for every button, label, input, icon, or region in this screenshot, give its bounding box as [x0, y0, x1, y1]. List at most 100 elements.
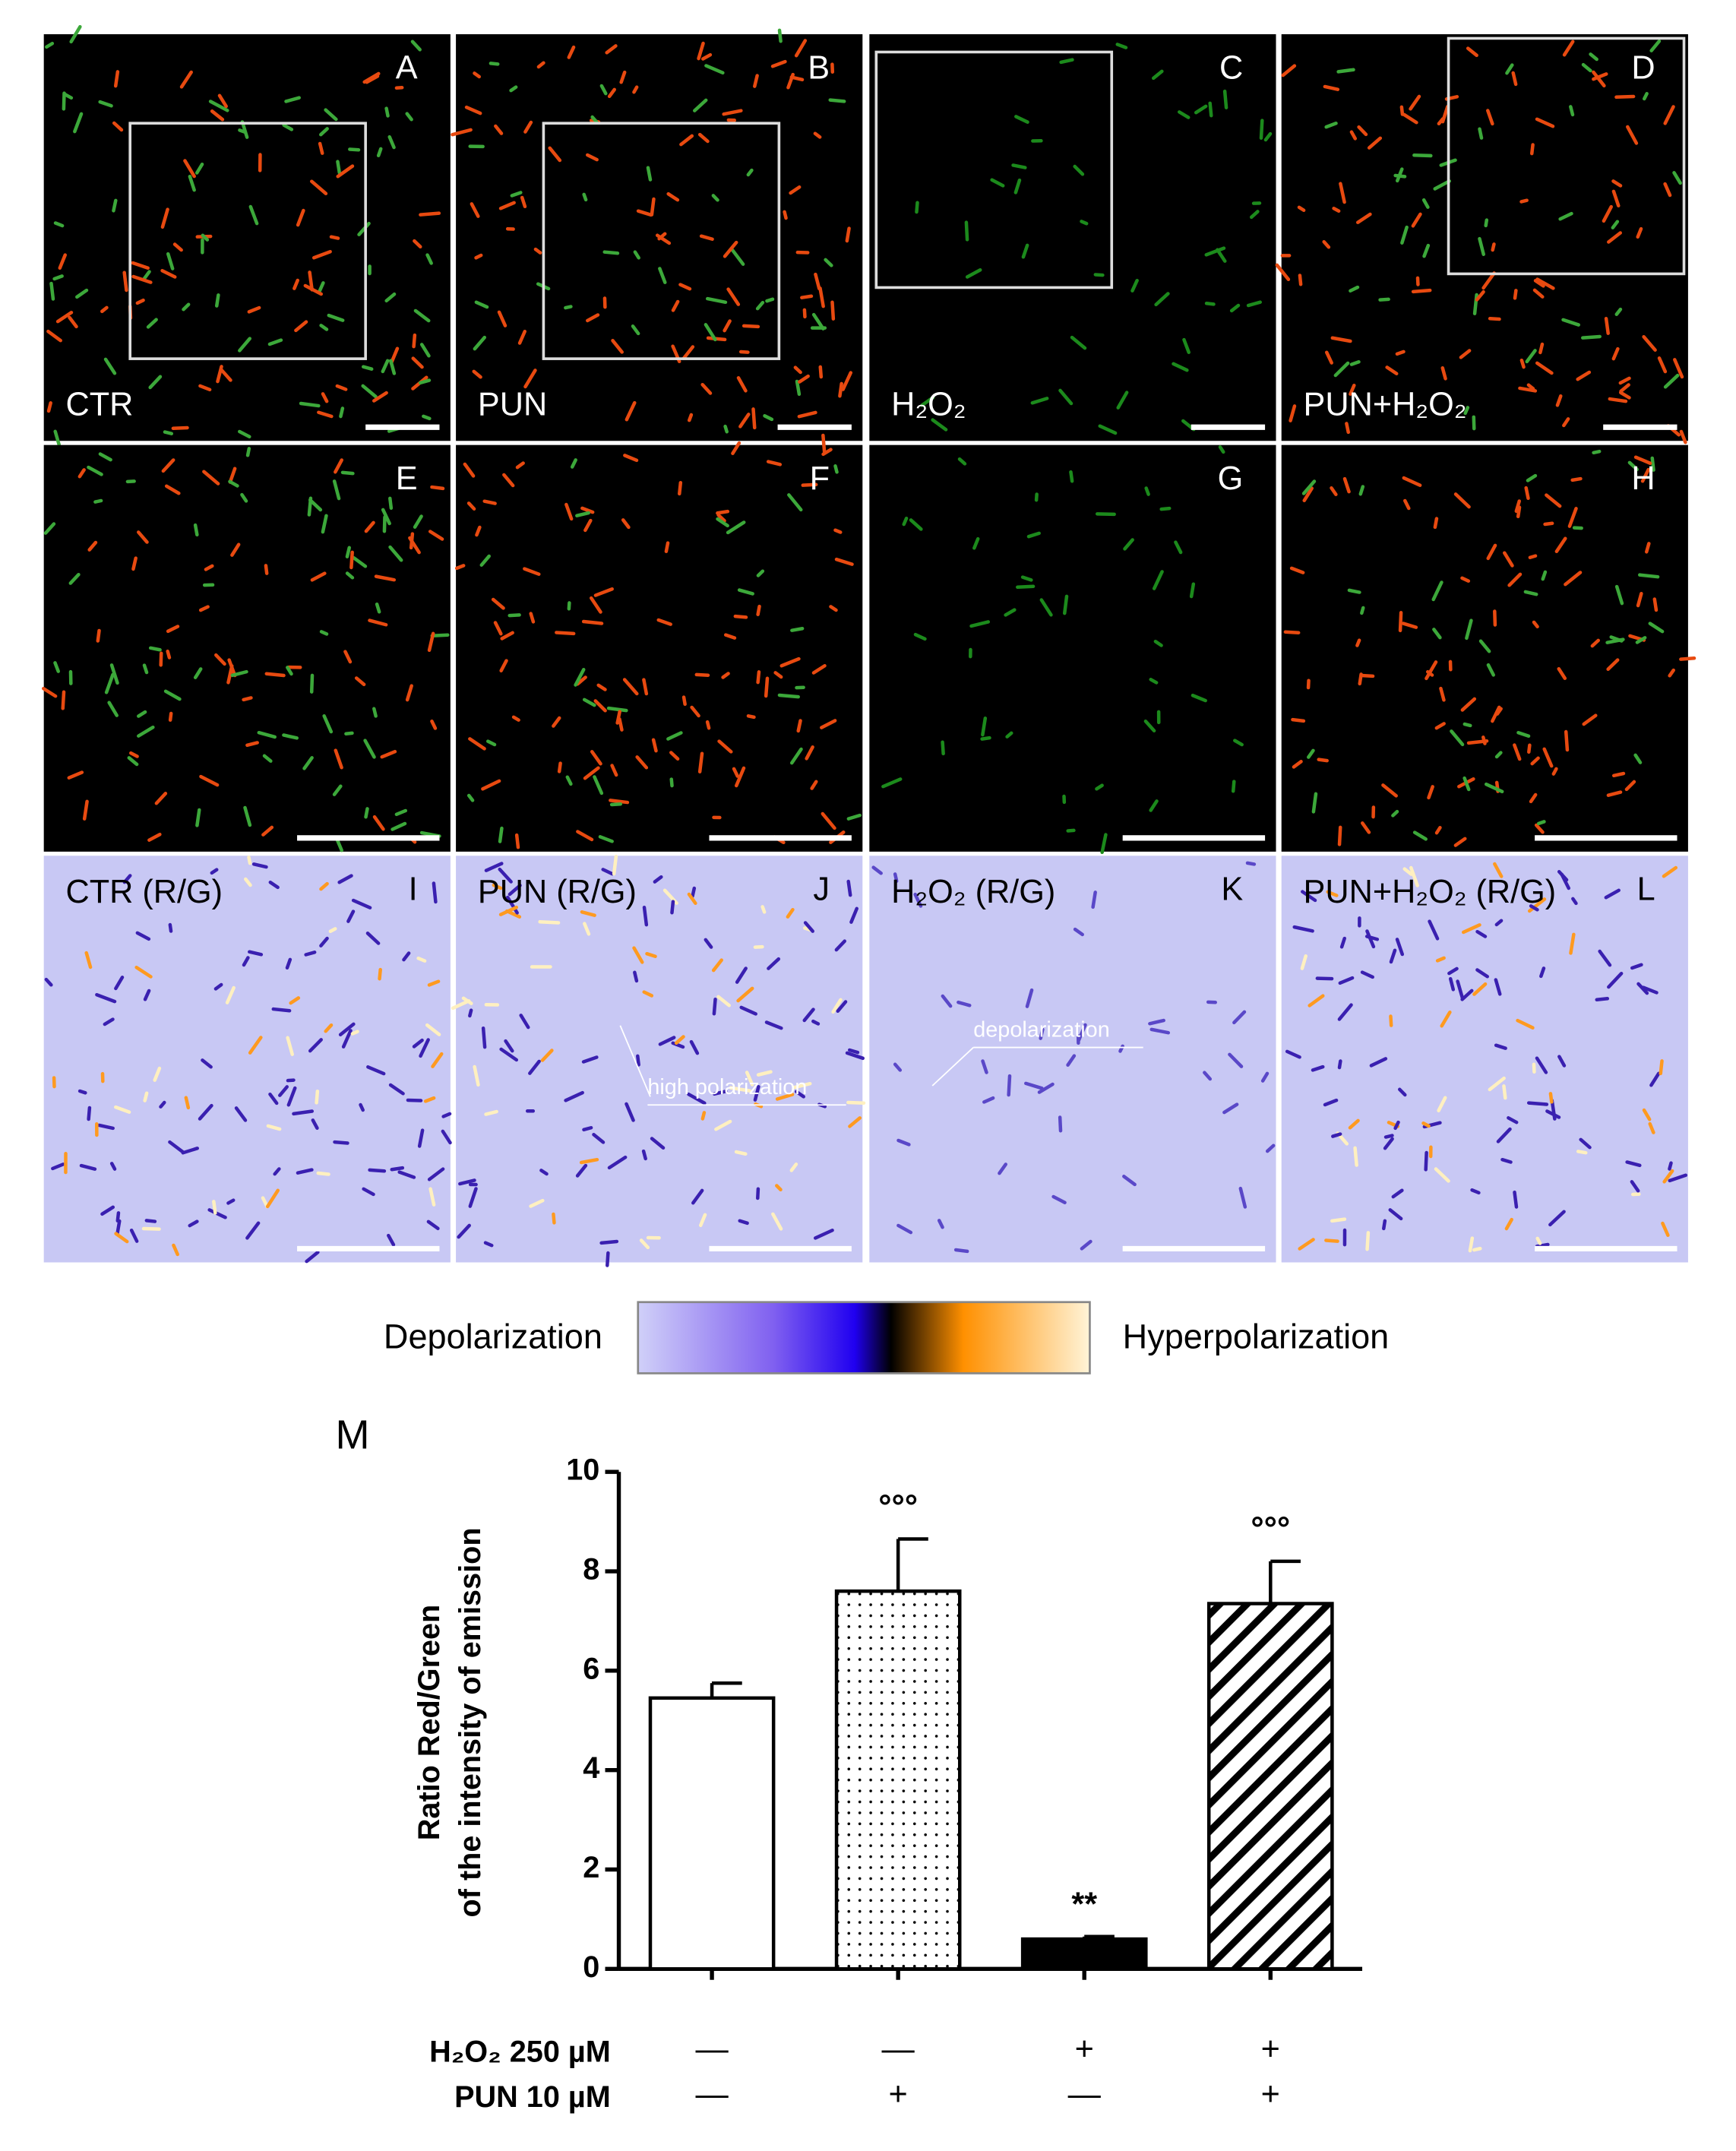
texture — [775, 1093, 795, 1101]
texture — [731, 441, 742, 456]
texture — [472, 369, 482, 379]
texture — [1494, 1043, 1507, 1050]
texture — [1434, 1167, 1450, 1183]
texture — [1391, 1188, 1404, 1199]
texture — [1360, 970, 1374, 979]
panel-letter: K — [1221, 871, 1243, 908]
texture — [1073, 164, 1085, 176]
texture — [689, 1039, 700, 1055]
texture — [318, 281, 325, 293]
texture — [1507, 1116, 1519, 1125]
texture — [1486, 663, 1495, 677]
texture — [1461, 923, 1481, 935]
texture — [1609, 635, 1624, 643]
texture — [580, 506, 595, 514]
texture — [937, 1219, 944, 1229]
y-tick-label: 0 — [583, 1950, 599, 1984]
texture — [1494, 978, 1502, 996]
texture — [704, 323, 717, 342]
texture — [388, 1083, 405, 1096]
texture — [756, 670, 761, 685]
texture — [633, 250, 640, 260]
texture — [1475, 289, 1485, 302]
texture — [1389, 1014, 1393, 1027]
texture — [1409, 94, 1421, 111]
texture — [783, 210, 788, 220]
panel-label: H₂O₂ — [891, 387, 966, 423]
micrograph — [456, 856, 863, 1263]
texture — [602, 250, 620, 255]
texture — [219, 368, 232, 382]
texture — [642, 678, 649, 696]
texture — [1339, 936, 1346, 949]
texture — [756, 569, 765, 577]
texture — [172, 1243, 179, 1257]
texture — [362, 1187, 375, 1197]
texture — [319, 324, 329, 331]
texture — [69, 24, 82, 44]
texture — [1502, 1084, 1507, 1100]
texture — [811, 663, 827, 675]
texture — [599, 1239, 619, 1245]
texture — [1625, 1160, 1642, 1168]
texture — [1618, 391, 1631, 400]
texture — [309, 673, 315, 694]
texture — [394, 808, 408, 817]
panel-label: CTR — [66, 387, 134, 423]
inset-box — [874, 50, 1114, 289]
texture — [1435, 956, 1446, 963]
texture — [1152, 570, 1164, 590]
texture — [1448, 976, 1456, 992]
texture — [1349, 285, 1360, 293]
texture — [787, 493, 803, 512]
y-tick-label: 6 — [583, 1652, 599, 1685]
texture — [1177, 110, 1191, 119]
texture — [1437, 1096, 1447, 1112]
texture — [662, 888, 678, 905]
texture — [1532, 620, 1539, 629]
texture — [428, 530, 444, 541]
texture — [1608, 397, 1628, 403]
texture — [1039, 598, 1053, 617]
texture — [635, 755, 649, 770]
texture — [998, 1162, 1008, 1175]
texture — [704, 64, 725, 75]
texture — [1026, 531, 1041, 539]
texture — [310, 571, 327, 582]
texture — [1080, 220, 1089, 226]
texture — [756, 1070, 773, 1077]
texture — [1353, 1146, 1358, 1167]
texture — [691, 886, 697, 898]
texture — [646, 166, 653, 182]
texture — [1478, 127, 1484, 140]
texture — [160, 207, 169, 229]
texture — [376, 147, 383, 157]
texture — [739, 1005, 757, 1016]
texture — [417, 1128, 425, 1148]
texture — [464, 105, 482, 115]
texture — [697, 41, 705, 61]
texture — [746, 714, 756, 720]
texture — [201, 233, 210, 242]
texture — [1627, 460, 1639, 472]
micrograph — [869, 444, 1276, 852]
texture — [405, 112, 413, 122]
texture — [552, 716, 561, 728]
texture — [228, 479, 239, 488]
texture — [717, 739, 733, 754]
texture — [1439, 686, 1446, 702]
texture — [308, 1038, 323, 1053]
texture — [153, 1066, 162, 1082]
texture — [508, 884, 522, 897]
texture — [426, 1219, 440, 1231]
texture — [402, 951, 411, 962]
texture — [779, 656, 801, 668]
texture — [1232, 1010, 1247, 1025]
texture — [413, 514, 423, 529]
texture — [805, 745, 814, 761]
texture — [800, 294, 814, 299]
texture — [372, 391, 388, 403]
texture — [669, 751, 680, 761]
texture — [1391, 809, 1399, 818]
